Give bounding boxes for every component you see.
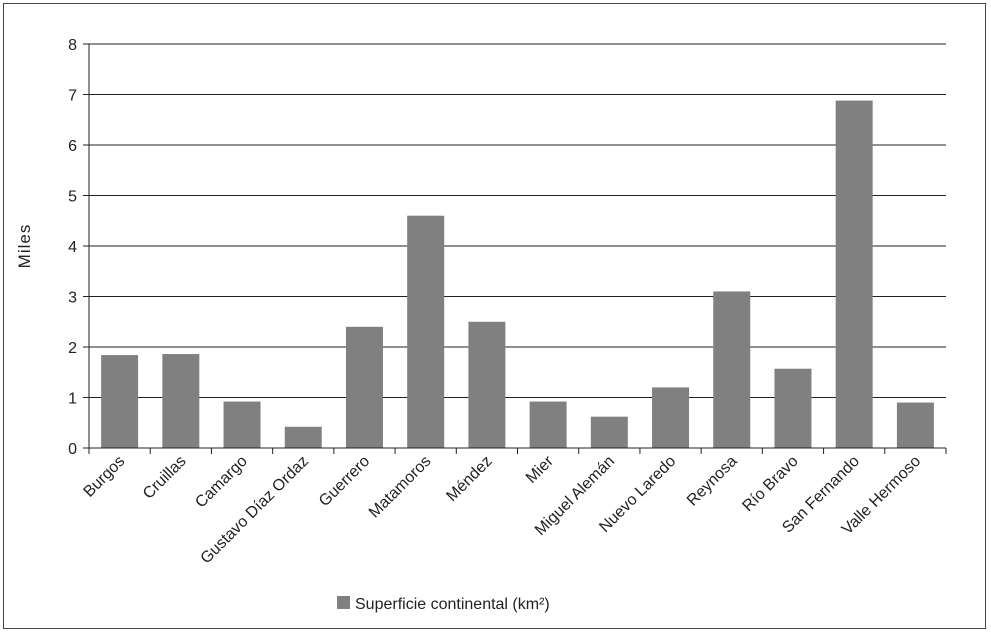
bar bbox=[774, 368, 812, 448]
bar bbox=[101, 355, 139, 448]
gridlines bbox=[89, 43, 946, 398]
legend: Superficie continental (km²) bbox=[337, 596, 550, 613]
x-tick-label: Guerrero bbox=[316, 453, 373, 510]
x-tick-label: Mier bbox=[523, 452, 557, 486]
x-tick-label: Méndez bbox=[443, 453, 495, 505]
bar bbox=[284, 426, 322, 448]
x-tick-label: Matamoros bbox=[366, 453, 435, 522]
y-tick-label: 4 bbox=[68, 239, 77, 256]
y-tick-labels: 0 1 2 3 4 5 6 7 8 bbox=[68, 37, 77, 458]
axes bbox=[83, 43, 947, 454]
chart-frame: 0 1 2 3 4 5 6 7 8 Burgos Cruillas Camargo Gustavo D… bbox=[3, 3, 986, 629]
bar bbox=[835, 100, 873, 448]
bar bbox=[713, 291, 751, 448]
bar bbox=[529, 401, 567, 448]
bar bbox=[896, 402, 934, 448]
x-tick-label: Gustavo Díaz Ordaz bbox=[198, 453, 313, 568]
y-axis-title: Miles bbox=[15, 224, 34, 269]
y-tick-label: 6 bbox=[68, 138, 77, 155]
bar bbox=[407, 215, 445, 448]
y-tick-label: 3 bbox=[68, 290, 77, 307]
y-tick-label: 0 bbox=[68, 441, 77, 458]
x-tick-label: Burgos bbox=[81, 453, 129, 501]
x-tick-label: Camargo bbox=[192, 453, 251, 512]
y-tick-label: 1 bbox=[68, 391, 77, 408]
bar bbox=[652, 387, 690, 448]
x-tick-label: Reynosa bbox=[684, 453, 741, 510]
bar bbox=[345, 326, 383, 448]
y-tick-label: 5 bbox=[68, 189, 77, 206]
x-tick-label: Río Bravo bbox=[739, 453, 801, 515]
legend-label: Superficie continental (km²) bbox=[355, 596, 550, 613]
bar bbox=[468, 321, 506, 448]
bar bbox=[590, 416, 628, 448]
legend-swatch bbox=[337, 596, 350, 609]
y-tick-label: 7 bbox=[68, 88, 77, 105]
bar bbox=[162, 354, 200, 448]
x-tick-label: Cruillas bbox=[140, 453, 190, 503]
bar bbox=[223, 401, 261, 448]
bars bbox=[101, 100, 934, 448]
y-tick-label: 2 bbox=[68, 340, 77, 357]
y-tick-label: 8 bbox=[68, 37, 77, 54]
